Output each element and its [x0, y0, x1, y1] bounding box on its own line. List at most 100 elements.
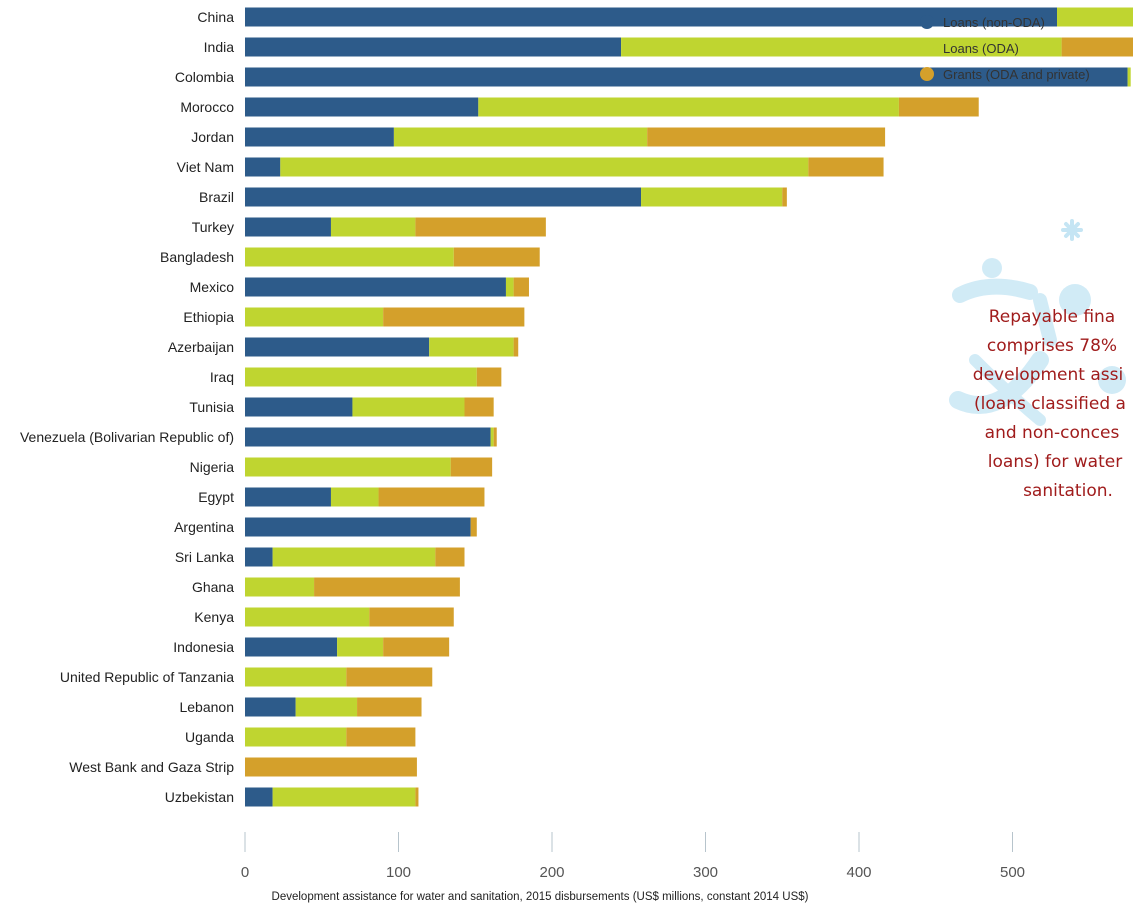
bar-uzbekistan-grants-oda-and-private [415, 787, 419, 807]
category-label-uganda: Uganda [185, 729, 234, 745]
bar-indonesia-grants-oda-and-private [383, 637, 450, 657]
bar-united-republic-of-tanzania-grants-oda-and-private [346, 667, 433, 687]
bar-turkey-loans-non-oda [245, 217, 331, 237]
decorative-illustration [949, 219, 1126, 426]
bar-bangladesh-grants-oda-and-private [453, 247, 540, 267]
bar-india-loans-non-oda [245, 37, 622, 57]
callout-text: Repayable fina comprises 78% development a… [973, 307, 1126, 501]
x-axis-title: Development assistance for water and san… [272, 891, 809, 903]
bar-venezuela-bolivarian-republic-of-loans-oda [490, 427, 494, 447]
category-label-uzbekistan: Uzbekistan [165, 789, 234, 805]
callout-line: sanitation. [1023, 481, 1113, 501]
bar-azerbaijan-loans-non-oda [245, 337, 430, 357]
bar-ethiopia-loans-oda [245, 307, 384, 327]
bar-brazil-loans-non-oda [245, 187, 642, 207]
x-tick-label: 200 [539, 864, 564, 881]
x-tick-label: 0 [241, 864, 249, 881]
bar-kenya-loans-oda [245, 607, 370, 627]
bar-azerbaijan-grants-oda-and-private [513, 337, 519, 357]
category-label-indonesia: Indonesia [173, 639, 234, 655]
bar-united-republic-of-tanzania-loans-oda [245, 667, 347, 687]
category-label-venezuela-bolivarian-republic-of: Venezuela (Bolivarian Republic of) [20, 429, 234, 445]
category-label-ethiopia: Ethiopia [183, 309, 234, 325]
bar-viet-nam-loans-non-oda [245, 157, 281, 177]
bar-turkey-loans-oda [330, 217, 416, 237]
bar-viet-nam-grants-oda-and-private [808, 157, 884, 177]
category-label-lebanon: Lebanon [179, 699, 234, 715]
bar-mexico-grants-oda-and-private [513, 277, 529, 297]
category-label-nigeria: Nigeria [190, 459, 235, 475]
callout-line: development assi [973, 365, 1123, 385]
category-label-colombia: Colombia [175, 69, 234, 85]
x-tick-label: 100 [386, 864, 411, 881]
bar-jordan-loans-non-oda [245, 127, 394, 147]
x-tick-label: 500 [1000, 864, 1025, 881]
callout-line: and non-conces [985, 423, 1120, 443]
bar-egypt-grants-oda-and-private [378, 487, 485, 507]
bar-brazil-loans-oda [641, 187, 783, 207]
bar-china-loans-non-oda [245, 7, 1058, 27]
bar-bangladesh-loans-oda [245, 247, 454, 267]
category-label-azerbaijan: Azerbaijan [168, 339, 234, 355]
category-label-tunisia: Tunisia [189, 399, 234, 415]
bar-kenya-grants-oda-and-private [369, 607, 454, 627]
bar-viet-nam-loans-oda [280, 157, 809, 177]
bar-nigeria-grants-oda-and-private [450, 457, 493, 477]
category-label-brazil: Brazil [199, 189, 234, 205]
legend-label-loans-oda: Loans (ODA) [943, 41, 1019, 56]
bar-indonesia-loans-non-oda [245, 637, 338, 657]
bar-lebanon-grants-oda-and-private [357, 697, 422, 717]
bar-ghana-loans-oda [245, 577, 315, 597]
bar-turkey-grants-oda-and-private [415, 217, 546, 237]
callout-line: Repayable fina [989, 307, 1115, 327]
category-label-united-republic-of-tanzania: United Republic of Tanzania [60, 669, 234, 685]
bar-ghana-grants-oda-and-private [314, 577, 460, 597]
bar-sri-lanka-grants-oda-and-private [435, 547, 465, 567]
bar-uganda-loans-oda [245, 727, 347, 747]
bar-lebanon-loans-oda [295, 697, 358, 717]
bar-lebanon-loans-non-oda [245, 697, 296, 717]
callout-line: (loans classified a [974, 394, 1126, 414]
category-label-bangladesh: Bangladesh [160, 249, 234, 265]
legend-swatch-loans-non-oda [920, 15, 934, 29]
x-tick-label: 300 [693, 864, 718, 881]
bar-area [245, 7, 1133, 807]
category-label-sri-lanka: Sri Lanka [175, 549, 234, 565]
category-label-egypt: Egypt [198, 489, 234, 505]
category-label-morocco: Morocco [180, 99, 234, 115]
legend-swatch-grants-oda-and-private [920, 67, 934, 81]
bar-uganda-grants-oda-and-private [346, 727, 416, 747]
callout-line: comprises 78% [987, 336, 1117, 356]
bar-egypt-loans-non-oda [245, 487, 331, 507]
category-label-india: India [204, 39, 235, 55]
bar-mexico-loans-non-oda [245, 277, 506, 297]
bar-egypt-loans-oda [330, 487, 379, 507]
category-label-west-bank-and-gaza-strip: West Bank and Gaza Strip [69, 759, 234, 775]
category-label-kenya: Kenya [194, 609, 234, 625]
bar-west-bank-and-gaza-strip-grants-oda-and-private [245, 757, 417, 777]
bar-tunisia-grants-oda-and-private [464, 397, 494, 417]
category-label-viet-nam: Viet Nam [177, 159, 234, 175]
category-label-argentina: Argentina [174, 519, 234, 535]
category-label-turkey: Turkey [192, 219, 234, 235]
bar-colombia-loans-oda [1127, 67, 1131, 87]
legend-swatch-loans-oda [920, 41, 934, 55]
bar-tunisia-loans-non-oda [245, 397, 353, 417]
bar-sri-lanka-loans-oda [272, 547, 436, 567]
callout-line: loans) for water [988, 452, 1122, 472]
bar-mexico-loans-oda [505, 277, 514, 297]
legend-label-grants-oda-and-private: Grants (ODA and private) [943, 67, 1090, 82]
bar-nigeria-loans-oda [245, 457, 451, 477]
bar-sri-lanka-loans-non-oda [245, 547, 273, 567]
x-tick-label: 400 [846, 864, 871, 881]
category-label-ghana: Ghana [192, 579, 234, 595]
bar-china-loans-oda [1057, 7, 1133, 27]
legend: Loans (non-ODA) Loans (ODA) Grants (ODA an… [920, 15, 1090, 82]
bar-argentina-grants-oda-and-private [470, 517, 477, 537]
bar-tunisia-loans-oda [352, 397, 465, 417]
bar-ethiopia-grants-oda-and-private [383, 307, 525, 327]
bar-colombia-loans-non-oda [245, 67, 1128, 87]
category-label-mexico: Mexico [190, 279, 235, 295]
bar-brazil-grants-oda-and-private [782, 187, 787, 207]
bar-uzbekistan-loans-non-oda [245, 787, 273, 807]
